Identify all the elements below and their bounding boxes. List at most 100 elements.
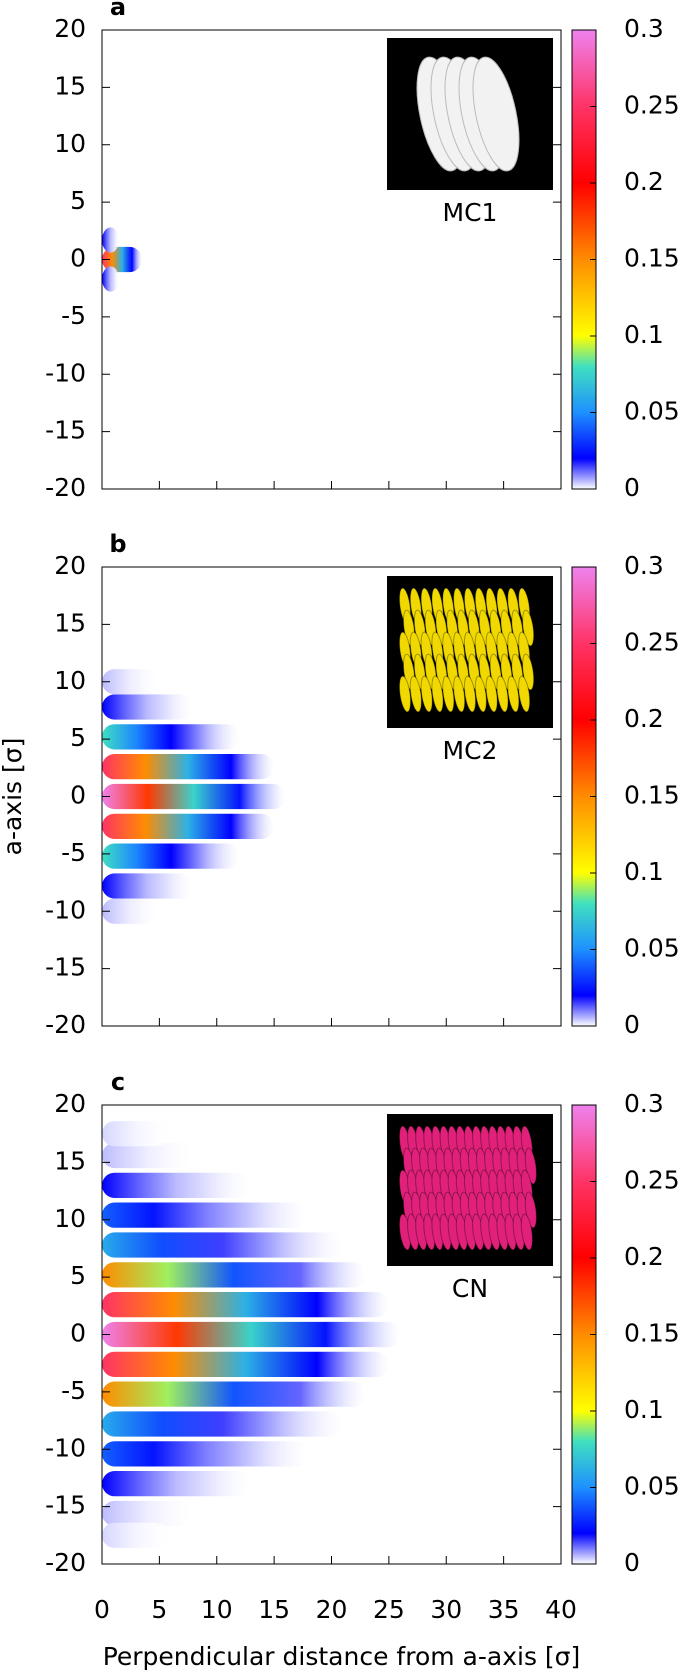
y-tick-label: 20 xyxy=(54,1089,86,1118)
ellipsoid xyxy=(496,675,509,713)
ellipsoid xyxy=(472,56,520,172)
density-layer xyxy=(102,1500,194,1527)
x-tick-label: 5 xyxy=(151,1595,167,1624)
colorbar-tick-label: 0.2 xyxy=(624,704,664,733)
ellipsoid xyxy=(453,675,466,713)
x-tick-label: 35 xyxy=(488,1595,520,1624)
panel-label: b xyxy=(109,530,126,558)
ellipsoid xyxy=(518,675,531,713)
colorbar-tick-label: 0 xyxy=(624,1548,640,1577)
ellipsoid xyxy=(520,1213,533,1251)
density-layer xyxy=(102,1441,309,1467)
y-tick-label: 0 xyxy=(70,781,86,810)
ellipsoid xyxy=(431,675,444,713)
inset-label: CN xyxy=(452,1274,488,1303)
x-tick-label: 25 xyxy=(373,1595,405,1624)
density-layer xyxy=(102,1411,343,1437)
colorbar-tick-label: 0.2 xyxy=(624,1242,664,1271)
density-layer xyxy=(102,1351,389,1377)
y-tick-label: -20 xyxy=(45,473,86,502)
y-tick-label: -15 xyxy=(45,1491,86,1520)
panel-label: a xyxy=(110,0,126,21)
colorbar-tick-label: 0.3 xyxy=(624,1089,664,1118)
y-tick-label: 15 xyxy=(54,608,86,637)
x-tick-label: 10 xyxy=(201,1595,233,1624)
density-layer xyxy=(102,813,275,839)
colorbar-tick-label: 0.25 xyxy=(624,1166,680,1195)
density-layer xyxy=(102,724,240,750)
x-axis-label: Perpendicular distance from a-axis [σ] xyxy=(103,1642,581,1671)
y-tick-label: -5 xyxy=(61,1376,86,1405)
colorbar-tick-label: 0.15 xyxy=(624,781,680,810)
y-tick-label: -5 xyxy=(61,301,86,330)
y-tick-label: -5 xyxy=(61,838,86,867)
y-tick-label: 0 xyxy=(70,244,86,273)
colorbar-tick-label: 0.15 xyxy=(624,244,680,273)
ellipsoid xyxy=(474,675,487,713)
y-tick-label: -10 xyxy=(45,895,86,924)
y-tick-label: 10 xyxy=(54,1204,86,1233)
density-layer xyxy=(102,1172,252,1198)
density-layer xyxy=(102,1522,171,1548)
y-axis-label: a-axis [σ] xyxy=(0,738,27,856)
density-layer xyxy=(102,1142,194,1169)
colorbar-tick-label: 0.3 xyxy=(624,551,664,580)
colorbar-tick-label: 0.1 xyxy=(624,857,664,886)
ellipsoid xyxy=(409,675,422,713)
density-layer xyxy=(102,1292,389,1318)
panel-label: c xyxy=(111,1068,125,1096)
density-layer xyxy=(102,1321,401,1348)
x-tick-label: 15 xyxy=(258,1595,290,1624)
density-layer xyxy=(102,754,275,780)
density-layer xyxy=(102,843,240,869)
density-layer xyxy=(102,1232,343,1258)
y-tick-label: 5 xyxy=(70,186,86,215)
ellipsoid xyxy=(420,675,433,713)
colorbar-tick-label: 0.2 xyxy=(624,167,664,196)
y-tick-label: -10 xyxy=(45,358,86,387)
colorbar-tick-label: 0.05 xyxy=(624,1472,680,1501)
density-layer xyxy=(102,783,286,810)
y-tick-label: -20 xyxy=(45,1548,86,1577)
colorbar-tick-label: 0 xyxy=(624,1010,640,1039)
ellipsoid xyxy=(398,675,412,713)
x-tick-label: 40 xyxy=(545,1595,577,1624)
y-tick-label: 20 xyxy=(54,551,86,580)
y-tick-label: 10 xyxy=(54,129,86,158)
colorbar-tick-label: 0.1 xyxy=(624,320,664,349)
density-layer xyxy=(102,898,160,924)
y-tick-label: -15 xyxy=(45,416,86,445)
ellipsoid xyxy=(463,675,477,713)
x-tick-label: 0 xyxy=(94,1595,110,1624)
colorbar-tick-label: 0.05 xyxy=(624,934,680,963)
ellipsoid xyxy=(442,675,455,713)
y-tick-label: 10 xyxy=(54,666,86,695)
density-layer xyxy=(102,1121,171,1147)
y-tick-label: -10 xyxy=(45,1433,86,1462)
y-tick-label: 15 xyxy=(54,71,86,100)
y-tick-label: -15 xyxy=(45,953,86,982)
density-layer xyxy=(102,873,194,899)
colorbar-tick-label: 0.05 xyxy=(624,397,680,426)
y-tick-label: 5 xyxy=(70,723,86,752)
ellipsoid xyxy=(485,675,498,713)
inset-label: MC2 xyxy=(443,736,498,765)
density-layer xyxy=(102,694,194,720)
density-layer xyxy=(102,1471,252,1497)
x-tick-label: 30 xyxy=(430,1595,462,1624)
colorbar-tick-label: 0.15 xyxy=(624,1319,680,1348)
colorbar-tick-label: 0.25 xyxy=(624,628,680,657)
colorbar-tick-label: 0.25 xyxy=(624,91,680,120)
density-layer xyxy=(102,1381,366,1407)
density-layer xyxy=(102,1262,366,1288)
ellipsoid xyxy=(507,675,520,713)
density-layer xyxy=(102,1202,309,1228)
colorbar-tick-label: 0.1 xyxy=(624,1395,664,1424)
colorbar-tick-label: 0 xyxy=(624,473,640,502)
colorbar-tick-label: 0.3 xyxy=(624,14,664,43)
y-tick-label: 0 xyxy=(70,1319,86,1348)
y-tick-label: 20 xyxy=(54,14,86,43)
y-tick-label: 5 xyxy=(70,1261,86,1290)
y-tick-label: -20 xyxy=(45,1010,86,1039)
